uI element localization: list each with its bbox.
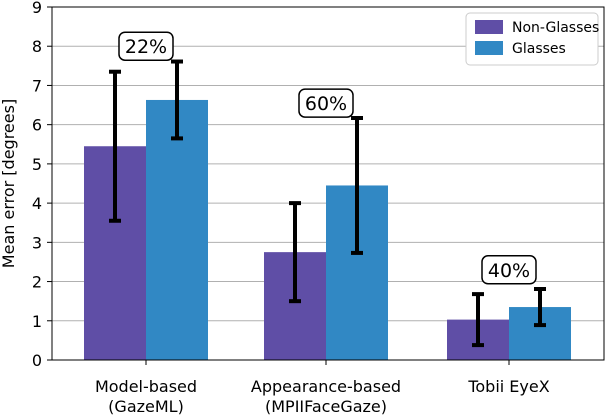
y-tick-label: 0 (32, 351, 42, 370)
y-axis-label: Mean error [degrees] (0, 99, 18, 268)
annotation-label: 60% (305, 93, 347, 115)
legend-swatch (475, 41, 503, 55)
legend: Non-Glasses Glasses (465, 12, 599, 66)
legend-label: Non-Glasses (512, 20, 599, 36)
annotation-label: 22% (125, 36, 167, 58)
plot-frame (51, 6, 605, 361)
bar-glasses-0 (146, 99, 208, 360)
y-tick-label: 5 (32, 155, 42, 174)
y-tick-label: 7 (32, 76, 42, 95)
bars (84, 99, 571, 360)
annotation-box (298, 88, 354, 118)
annotations: 22% 60% 40% (118, 31, 537, 285)
annotation-box (481, 255, 537, 285)
x-category-label: (GazeML) (108, 397, 184, 416)
legend-label: Glasses (512, 41, 566, 57)
y-tick-label: 1 (32, 312, 42, 331)
x-category-label: Model-based (95, 377, 197, 396)
y-tick-label: 6 (32, 116, 42, 135)
y-tick-label: 4 (32, 194, 42, 213)
legend-swatch (475, 20, 503, 34)
x-category-label: (MPIIFaceGaze) (265, 397, 387, 416)
annotation-box (118, 31, 174, 61)
y-tick-label: 2 (32, 273, 42, 292)
error-bars (109, 59, 546, 348)
x-category-label: Appearance-based (251, 377, 401, 396)
y-tick-label: 9 (32, 0, 42, 17)
annotation-label: 40% (488, 260, 530, 282)
y-tick-label: 8 (32, 37, 42, 56)
y-tick-label: 3 (32, 233, 42, 252)
y-axis: 0 1 2 3 4 5 6 7 8 9 (32, 0, 52, 370)
x-axis: Model-based(GazeML) Appearance-based(MPII… (95, 360, 550, 416)
x-category-label: Tobii EyeX (467, 377, 549, 396)
